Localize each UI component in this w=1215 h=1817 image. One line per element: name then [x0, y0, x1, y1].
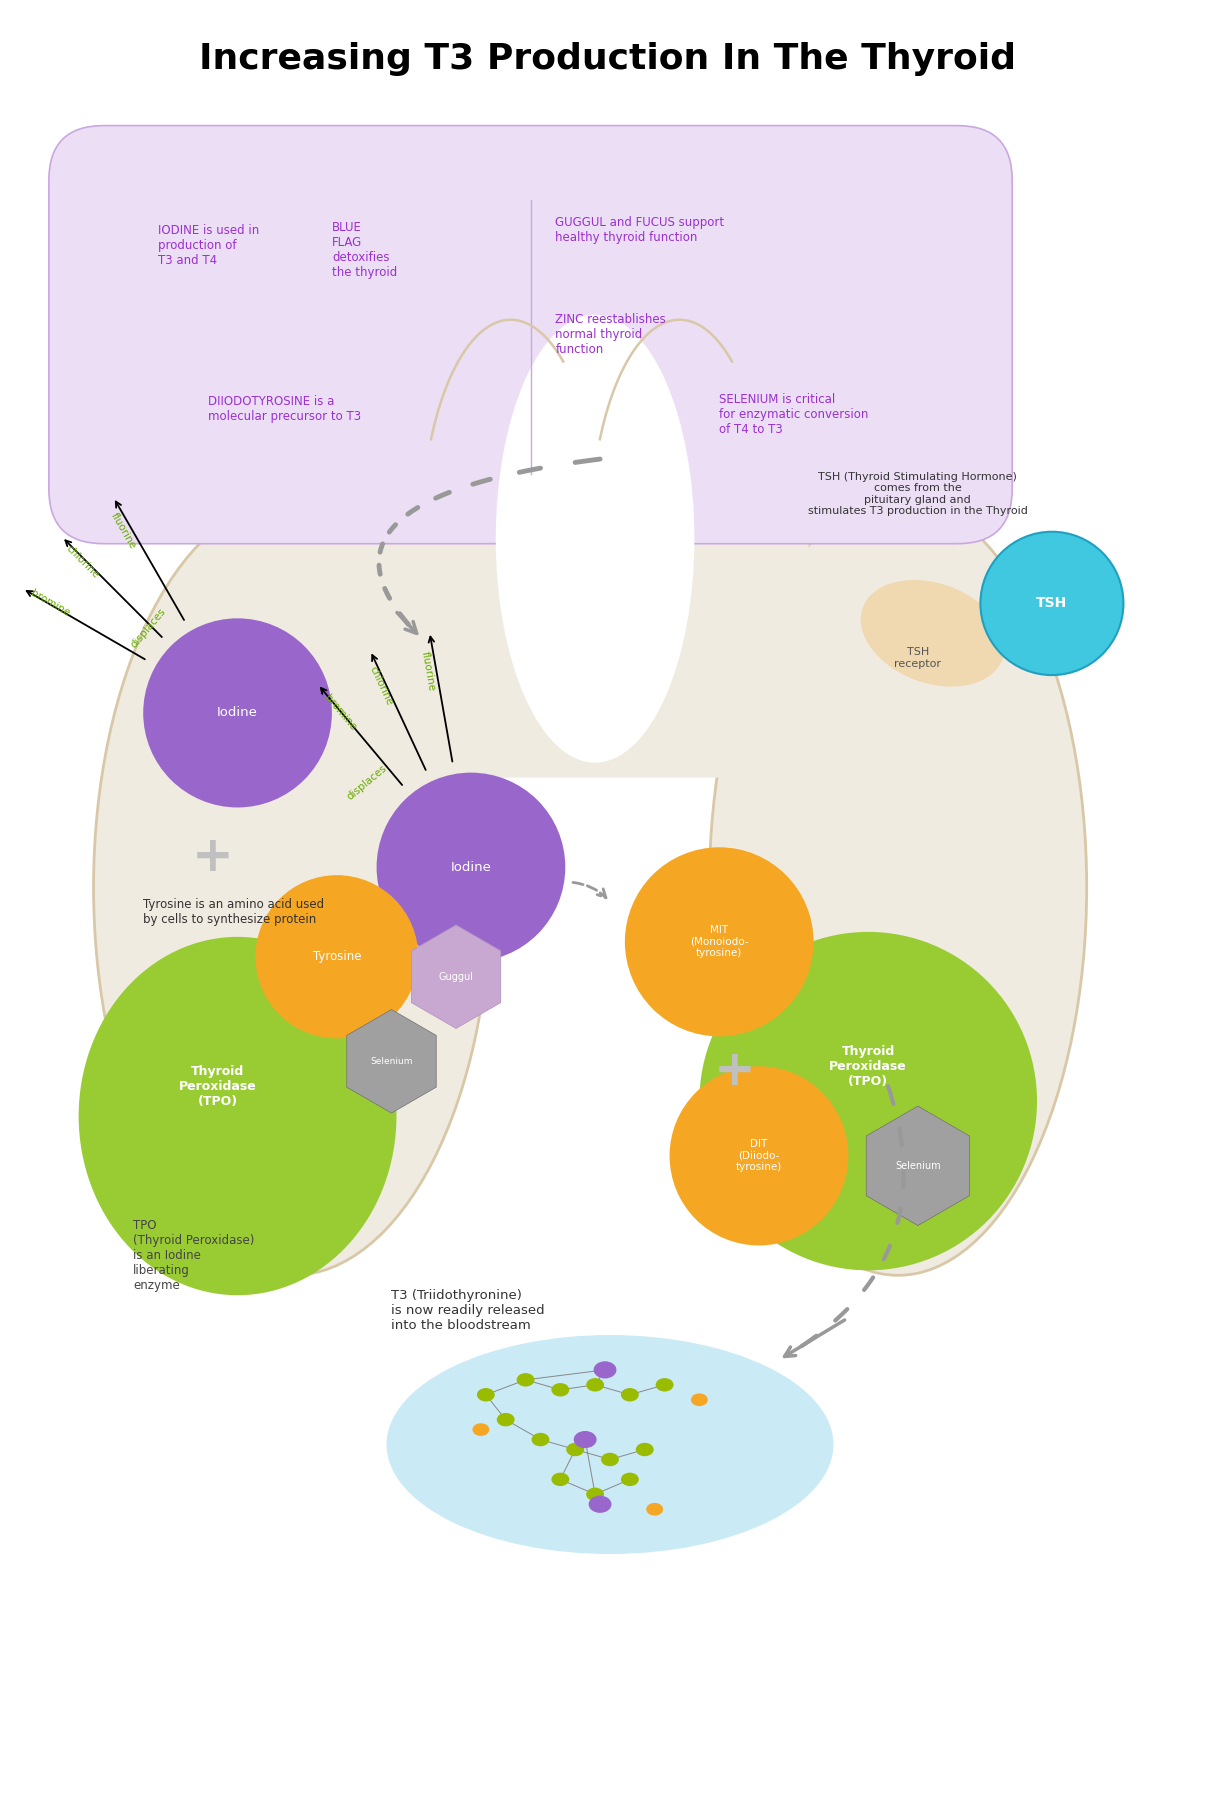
Text: IODINE is used in
production of
T3 and T4: IODINE is used in production of T3 and T…	[158, 223, 259, 267]
Text: GUGGUL and FUCUS support
healthy thyroid function: GUGGUL and FUCUS support healthy thyroid…	[555, 216, 724, 243]
Text: MIT
(Monoiodo-
tyrosine): MIT (Monoiodo- tyrosine)	[690, 925, 748, 958]
Ellipse shape	[531, 1434, 549, 1446]
Text: bromine: bromine	[29, 589, 72, 618]
Text: Thyroid
Peroxidase
(TPO): Thyroid Peroxidase (TPO)	[179, 1065, 256, 1108]
Text: SELENIUM is critical
for enzymatic conversion
of T4 to T3: SELENIUM is critical for enzymatic conve…	[719, 392, 869, 436]
Circle shape	[377, 772, 565, 961]
Ellipse shape	[94, 500, 491, 1276]
Ellipse shape	[79, 938, 396, 1296]
Ellipse shape	[516, 1374, 535, 1386]
Polygon shape	[412, 925, 501, 1028]
Ellipse shape	[586, 1488, 604, 1501]
Text: ZINC reestablishes
normal thyroid
function: ZINC reestablishes normal thyroid functi…	[555, 313, 666, 356]
Circle shape	[255, 876, 418, 1038]
Text: chlorine: chlorine	[63, 543, 101, 581]
Ellipse shape	[588, 1495, 611, 1514]
Ellipse shape	[573, 1432, 597, 1448]
Text: Increasing T3 Production In The Thyroid: Increasing T3 Production In The Thyroid	[199, 42, 1016, 76]
Ellipse shape	[621, 1472, 639, 1486]
Text: displaces: displaces	[345, 763, 389, 801]
Ellipse shape	[386, 1335, 833, 1554]
Polygon shape	[866, 1107, 970, 1225]
Ellipse shape	[710, 500, 1086, 1276]
Circle shape	[981, 532, 1124, 676]
Text: TSH
receptor: TSH receptor	[894, 647, 942, 669]
Text: T3 (Triidothyronine)
is now readily released
into the bloodstream: T3 (Triidothyronine) is now readily rele…	[391, 1288, 546, 1332]
Circle shape	[669, 1067, 848, 1245]
Ellipse shape	[497, 1414, 515, 1426]
FancyBboxPatch shape	[372, 509, 809, 778]
Text: +: +	[192, 834, 233, 881]
Text: BLUE
FLAG
detoxifies
the thyroid: BLUE FLAG detoxifies the thyroid	[332, 222, 397, 280]
Ellipse shape	[601, 1454, 618, 1466]
Ellipse shape	[477, 1388, 495, 1401]
Text: TSH (Thyroid Stimulating Hormone)
comes from the
pituitary gland and
stimulates : TSH (Thyroid Stimulating Hormone) comes …	[808, 471, 1028, 516]
Ellipse shape	[656, 1377, 673, 1392]
Circle shape	[143, 618, 332, 807]
Ellipse shape	[552, 1472, 570, 1486]
Ellipse shape	[621, 1388, 639, 1401]
Ellipse shape	[473, 1423, 490, 1435]
Text: Tyrosine is an amino acid used
by cells to synthesize protein: Tyrosine is an amino acid used by cells …	[143, 898, 324, 927]
Text: displaces: displaces	[129, 607, 168, 650]
Ellipse shape	[700, 932, 1038, 1270]
Ellipse shape	[594, 1361, 616, 1379]
Ellipse shape	[860, 580, 1005, 687]
Circle shape	[625, 847, 814, 1036]
FancyBboxPatch shape	[49, 125, 1012, 543]
Ellipse shape	[635, 1443, 654, 1455]
Text: fluorine: fluorine	[109, 511, 137, 551]
Ellipse shape	[691, 1394, 708, 1406]
Text: Selenium: Selenium	[371, 1057, 413, 1067]
Text: TPO
(Thyroid Peroxidase)
is an Iodine
liberating
enzyme: TPO (Thyroid Peroxidase) is an Iodine li…	[134, 1219, 255, 1292]
Text: DIT
(Diiodo-
tyrosine): DIT (Diiodo- tyrosine)	[736, 1139, 782, 1172]
Ellipse shape	[646, 1503, 663, 1515]
Polygon shape	[346, 1010, 436, 1114]
Text: Selenium: Selenium	[895, 1161, 940, 1170]
Text: chlorine: chlorine	[368, 665, 395, 707]
Text: TSH: TSH	[1036, 596, 1068, 611]
Text: fluorine: fluorine	[420, 650, 436, 692]
Text: Tyrosine: Tyrosine	[312, 950, 361, 963]
Text: bromine: bromine	[322, 692, 357, 732]
Ellipse shape	[496, 314, 695, 763]
Ellipse shape	[552, 1383, 570, 1397]
Text: Guggul: Guggul	[439, 972, 474, 981]
Ellipse shape	[586, 1377, 604, 1392]
Ellipse shape	[566, 1443, 584, 1455]
Text: Iodine: Iodine	[217, 707, 258, 720]
Text: +: +	[713, 1047, 755, 1096]
Text: Iodine: Iodine	[451, 861, 491, 874]
Text: DIIODOTYROSINE is a
molecular precursor to T3: DIIODOTYROSINE is a molecular precursor …	[208, 396, 361, 423]
Text: Thyroid
Peroxidase
(TPO): Thyroid Peroxidase (TPO)	[830, 1045, 908, 1088]
